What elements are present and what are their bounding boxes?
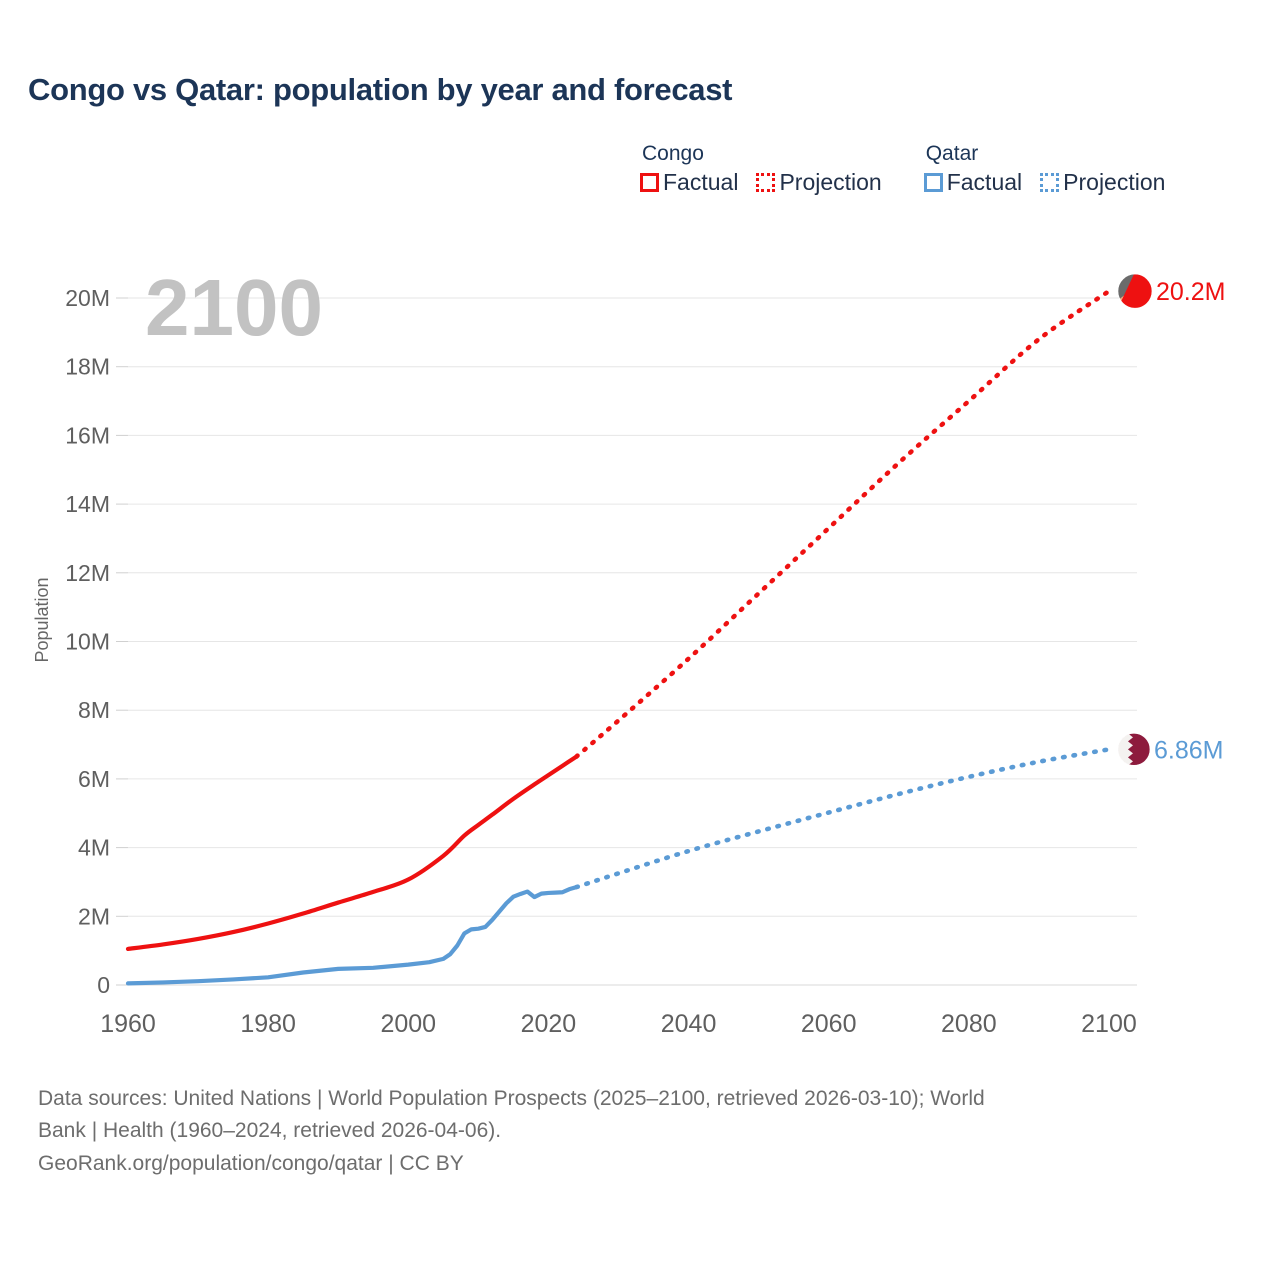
y-tick-label: 10M: [65, 629, 110, 655]
legend-group-qatar: Qatar Factual Projection: [923, 142, 1165, 196]
y-tick-label: 2M: [78, 903, 110, 929]
y-tick-label: 16M: [65, 422, 110, 448]
x-tick-label: 2080: [941, 1010, 997, 1038]
congo-factual-line: [125, 754, 579, 952]
y-tick-label: 4M: [78, 835, 110, 861]
legend-item-congo-projection[interactable]: Projection: [756, 169, 882, 196]
y-tick-label: 12M: [65, 560, 110, 586]
y-tick-label: 18M: [65, 354, 110, 380]
legend-label-qatar-factual: Factual: [946, 169, 1023, 196]
congo-endpoint-label: 20.2M: [1156, 278, 1225, 306]
legend-group-congo: Congo Factual Projection: [640, 142, 882, 194]
legend-group-title-qatar: Qatar: [925, 142, 979, 165]
congo-projection-line: [574, 288, 1112, 759]
y-tick-label: 6M: [78, 766, 110, 792]
qatar-flag-icon: [1117, 733, 1151, 766]
qatar-projection-line: [574, 747, 1112, 890]
x-axis-ticks: 1960 1980 2000 2020 2040 2060 2080 2100: [100, 1010, 1137, 1038]
x-tick-label: 2040: [661, 1010, 717, 1038]
legend-label-congo-factual: Factual: [663, 169, 739, 196]
y-axis-ticks: 0 2M 4M 6M 8M 10M 12M 14M 16M 18M 20M: [65, 285, 128, 998]
square-outline-solid-icon: [923, 173, 943, 193]
legend-item-qatar-projection[interactable]: Projection: [1040, 171, 1165, 194]
y-tick-label: 0: [97, 972, 110, 998]
square-outline-solid-icon: [640, 173, 659, 193]
footer-attribution: GeoRank.org/population/congo/qatar | CC …: [38, 1151, 464, 1175]
year-watermark: 2100: [145, 263, 323, 352]
chart-footer: Data sources: United Nations | World Pop…: [38, 1084, 1238, 1179]
congo-flag-icon: [1117, 273, 1153, 309]
y-tick-label: 8M: [78, 697, 110, 723]
square-outline-dotted-icon: [1040, 173, 1060, 193]
x-tick-label: 2100: [1081, 1010, 1137, 1038]
gridlines: [128, 297, 1137, 986]
qatar-factual-line: [125, 885, 579, 986]
y-axis-label: Population: [32, 577, 52, 662]
x-tick-label: 2000: [380, 1010, 436, 1038]
y-tick-label: 20M: [65, 285, 110, 311]
footer-source-line-2: Bank | Health (1960–2024, retrieved 2026…: [38, 1119, 502, 1143]
series-lines: [125, 288, 1112, 986]
legend-label-congo-projection: Projection: [779, 169, 882, 196]
chart-legend: Congo Factual Projection Qatar Factual: [640, 142, 1165, 194]
x-tick-label: 1980: [240, 1010, 296, 1038]
population-line-chart: 0 2M 4M 6M 8M 10M 12M 14M 16M 18M 20M 1960 1980 2000…: [32, 263, 1225, 1038]
x-tick-label: 2060: [801, 1010, 857, 1038]
page-title: Congo vs Qatar: population by year and f…: [28, 72, 733, 107]
plot-area: 0 2M 4M 6M 8M 10M 12M 14M 16M 18M 20M 1960 1980 2000…: [32, 263, 1225, 1038]
x-tick-label: 2020: [521, 1010, 577, 1038]
qatar-endpoint-label: 6.86M: [1154, 736, 1223, 764]
y-tick-label: 14M: [65, 491, 110, 517]
footer-source-line-1: Data sources: United Nations | World Pop…: [38, 1087, 985, 1110]
legend-item-qatar-factual[interactable]: Factual: [923, 169, 1023, 196]
x-tick-label: 1960: [100, 1010, 156, 1038]
legend-item-congo-factual[interactable]: Factual: [640, 171, 738, 194]
legend-label-qatar-projection: Projection: [1063, 169, 1166, 196]
legend-group-title-congo: Congo: [642, 142, 704, 165]
square-outline-dotted-icon: [756, 173, 776, 193]
